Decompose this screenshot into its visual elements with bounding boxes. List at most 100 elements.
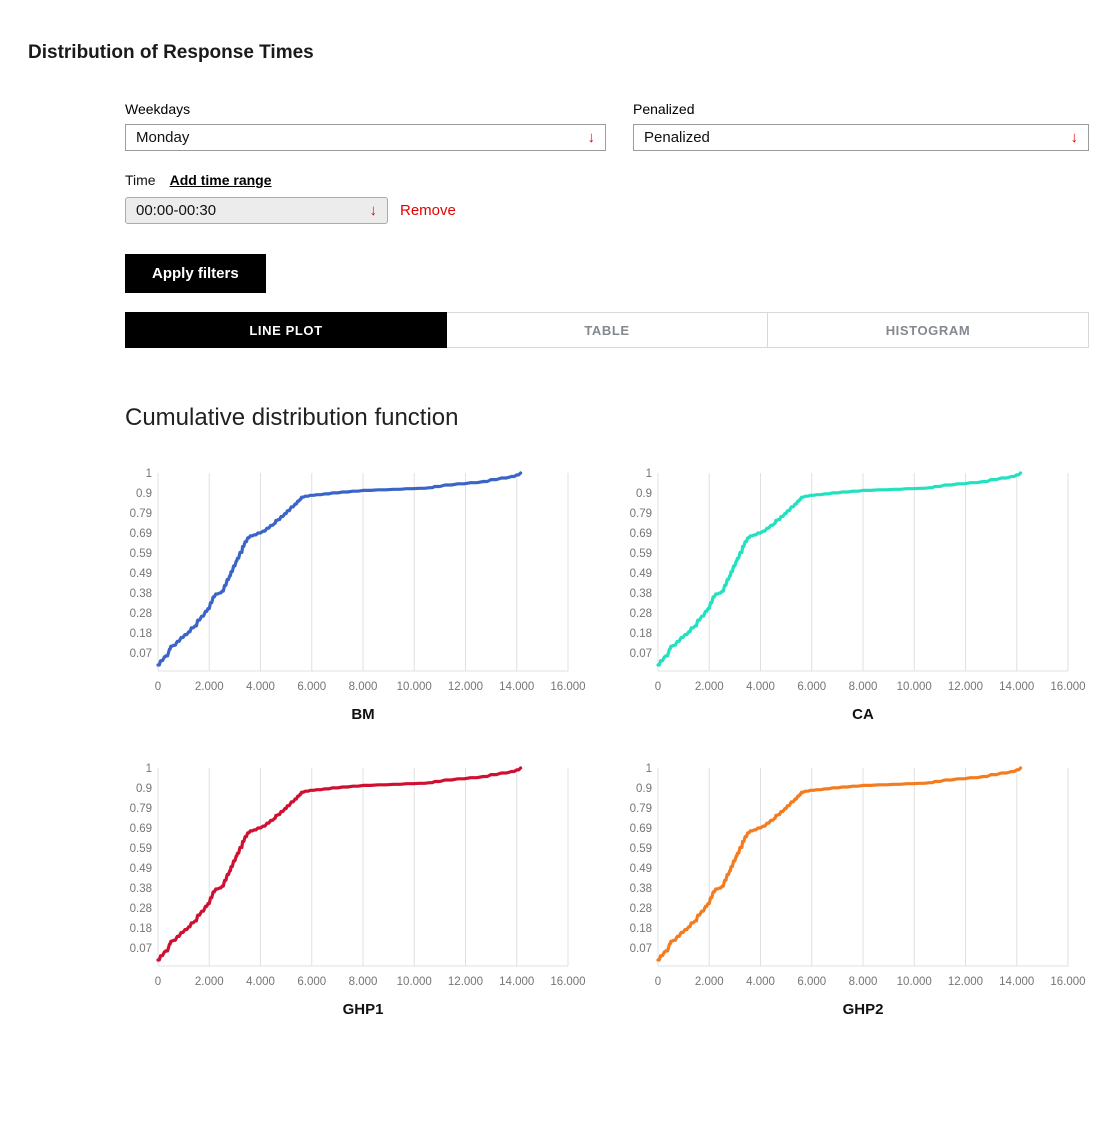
svg-text:8.000: 8.000 (849, 681, 878, 693)
page-title: Distribution of Response Times (28, 42, 314, 63)
cdf-plot-ghp1: 1 0.9 0.79 0.69 0.59 0.49 0.38 0.28 0.18 0.07 0 2.0… (130, 763, 586, 988)
svg-text:1: 1 (646, 468, 652, 480)
cdf-plot-ghp2: 1 0.9 0.79 0.69 0.59 0.49 0.38 0.28 0.18 0.07 0 2.0… (630, 763, 1086, 988)
svg-text:0.49: 0.49 (630, 863, 652, 875)
svg-text:0.18: 0.18 (630, 628, 652, 640)
svg-text:0: 0 (655, 976, 661, 988)
svg-text:16.000: 16.000 (1050, 976, 1085, 988)
time-label-row: Time Add time range (125, 172, 1089, 188)
svg-text:0.18: 0.18 (630, 923, 652, 935)
svg-text:12.000: 12.000 (448, 681, 483, 693)
svg-text:12.000: 12.000 (948, 681, 983, 693)
cdf-plot-bm: 1 0.9 0.79 0.69 0.59 0.49 0.38 0.28 0.18 0.07 0 2.0… (130, 468, 586, 693)
svg-text:0.69: 0.69 (130, 823, 152, 835)
svg-text:16.000: 16.000 (550, 976, 585, 988)
chart-title-ghp2: GHP2 (842, 1001, 884, 1018)
svg-text:0.59: 0.59 (130, 548, 152, 560)
svg-text:8.000: 8.000 (349, 681, 378, 693)
svg-text:0.38: 0.38 (630, 588, 652, 600)
svg-text:10.000: 10.000 (397, 976, 432, 988)
svg-text:0.69: 0.69 (630, 528, 652, 540)
svg-text:10.000: 10.000 (397, 681, 432, 693)
section-heading: Cumulative distribution function (125, 404, 459, 431)
svg-text:0.38: 0.38 (630, 883, 652, 895)
cdf-plot-ca: 1 0.9 0.79 0.69 0.59 0.49 0.38 0.28 0.18 0.07 0 2.0… (630, 468, 1086, 693)
chevron-down-icon: ↓ (587, 129, 596, 146)
svg-text:0.59: 0.59 (630, 548, 652, 560)
svg-text:14.000: 14.000 (499, 976, 534, 988)
svg-text:6.000: 6.000 (797, 976, 826, 988)
chart-title-ghp1: GHP1 (342, 1001, 384, 1018)
cdf-charts-grid: 1 0.9 0.79 0.69 0.59 0.49 0.38 0.28 0.18 0.07 0 2.0… (125, 458, 1105, 1018)
svg-text:0.28: 0.28 (130, 903, 152, 915)
svg-text:0.28: 0.28 (130, 608, 152, 620)
svg-text:4.000: 4.000 (246, 681, 275, 693)
svg-text:14.000: 14.000 (999, 976, 1034, 988)
svg-text:2.000: 2.000 (695, 681, 724, 693)
add-time-range-link[interactable]: Add time range (169, 172, 272, 188)
view-tabs: LINE PLOT TABLE HISTOGRAM (125, 312, 1089, 348)
svg-text:0.38: 0.38 (130, 588, 152, 600)
weekdays-label: Weekdays (125, 101, 191, 117)
svg-text:0.79: 0.79 (630, 803, 652, 815)
svg-text:0.07: 0.07 (130, 648, 152, 660)
chevron-down-icon: ↓ (1070, 129, 1079, 146)
time-select-row: 00:00-00:30 ↓ Remove (125, 197, 1089, 224)
chevron-down-icon: ↓ (369, 202, 378, 219)
penalized-select-value: Penalized (644, 129, 710, 146)
svg-text:4.000: 4.000 (746, 976, 775, 988)
svg-text:0.07: 0.07 (630, 943, 652, 955)
svg-text:0.18: 0.18 (130, 628, 152, 640)
penalized-label: Penalized (633, 101, 695, 117)
chart-title-bm: BM (351, 706, 375, 723)
cdf-chart-ghp2: 1 0.9 0.79 0.69 0.59 0.49 0.38 0.28 0.18 0.07 0 2.0… (625, 753, 1105, 1018)
chart-title-ca: CA (852, 706, 874, 723)
apply-filters-button[interactable]: Apply filters (125, 254, 266, 293)
svg-text:8.000: 8.000 (849, 976, 878, 988)
time-range-select[interactable]: 00:00-00:30 ↓ (125, 197, 388, 224)
time-label: Time (125, 172, 156, 188)
svg-text:16.000: 16.000 (1050, 681, 1085, 693)
filter-row: Weekdays Monday ↓ Penalized Penalized ↓ (125, 101, 1089, 151)
svg-text:10.000: 10.000 (897, 976, 932, 988)
svg-text:12.000: 12.000 (948, 976, 983, 988)
weekdays-select[interactable]: Monday ↓ (125, 124, 606, 151)
time-range-select-value: 00:00-00:30 (136, 202, 217, 219)
svg-text:0.79: 0.79 (130, 803, 152, 815)
svg-text:6.000: 6.000 (797, 681, 826, 693)
svg-text:14.000: 14.000 (499, 681, 534, 693)
tab-line-plot[interactable]: LINE PLOT (125, 312, 447, 348)
svg-text:4.000: 4.000 (246, 976, 275, 988)
svg-text:0.28: 0.28 (630, 903, 652, 915)
svg-text:0.38: 0.38 (130, 883, 152, 895)
penalized-field: Penalized Penalized ↓ (633, 101, 1089, 151)
svg-text:0: 0 (155, 681, 161, 693)
svg-text:0.49: 0.49 (630, 568, 652, 580)
svg-text:0.49: 0.49 (130, 568, 152, 580)
svg-text:0.79: 0.79 (630, 508, 652, 520)
svg-text:1: 1 (146, 763, 152, 775)
svg-text:0.9: 0.9 (136, 488, 152, 500)
svg-text:8.000: 8.000 (349, 976, 378, 988)
tab-histogram[interactable]: HISTOGRAM (767, 312, 1089, 348)
svg-text:2.000: 2.000 (195, 976, 224, 988)
svg-text:0.59: 0.59 (630, 843, 652, 855)
penalized-select[interactable]: Penalized ↓ (633, 124, 1089, 151)
svg-text:2.000: 2.000 (195, 681, 224, 693)
main-content: Weekdays Monday ↓ Penalized Penalized ↓ … (125, 101, 1089, 1018)
svg-text:14.000: 14.000 (999, 681, 1034, 693)
svg-text:1: 1 (146, 468, 152, 480)
svg-text:4.000: 4.000 (746, 681, 775, 693)
svg-text:0.59: 0.59 (130, 843, 152, 855)
svg-text:0.18: 0.18 (130, 923, 152, 935)
svg-text:16.000: 16.000 (550, 681, 585, 693)
svg-text:0.07: 0.07 (630, 648, 652, 660)
remove-time-range-link[interactable]: Remove (400, 202, 456, 219)
tab-table[interactable]: TABLE (446, 312, 768, 348)
cdf-chart-ca: 1 0.9 0.79 0.69 0.59 0.49 0.38 0.28 0.18 0.07 0 2.0… (625, 458, 1105, 723)
svg-text:1: 1 (646, 763, 652, 775)
svg-text:0: 0 (155, 976, 161, 988)
svg-text:0.49: 0.49 (130, 863, 152, 875)
svg-text:0.79: 0.79 (130, 508, 152, 520)
cdf-chart-bm: 1 0.9 0.79 0.69 0.59 0.49 0.38 0.28 0.18 0.07 0 2.0… (125, 458, 605, 723)
